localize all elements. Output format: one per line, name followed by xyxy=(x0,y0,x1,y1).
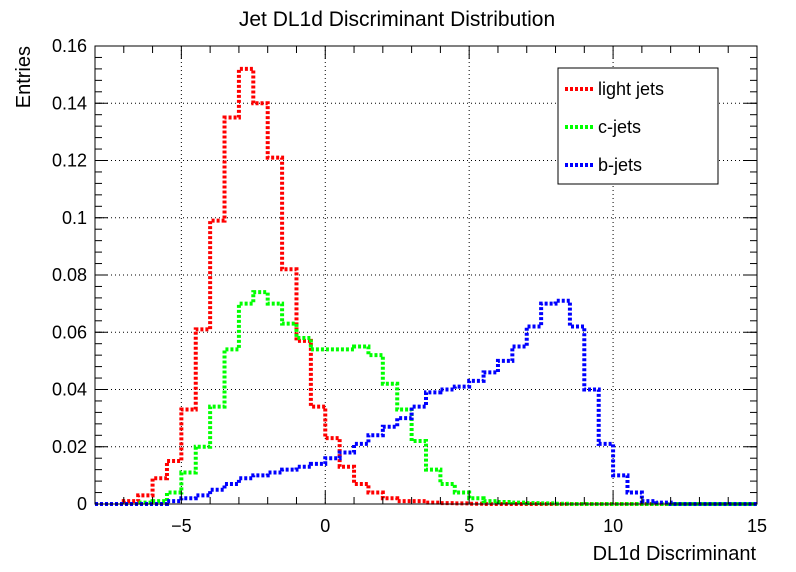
y-tick-label: 0.04 xyxy=(52,380,87,400)
y-tick-label: 0.14 xyxy=(52,93,87,113)
x-tick-label: 10 xyxy=(603,516,623,536)
legend-label: c-jets xyxy=(598,117,641,137)
legend: light jets c-jets b-jets xyxy=(557,67,719,185)
legend-box xyxy=(557,67,719,185)
legend-label: light jets xyxy=(598,79,664,99)
y-tick-label: 0.16 xyxy=(52,36,87,56)
axis-ticks: −5 0 5 10 15 0 0.02 0.04 0.06 0.08 0.1 0.12 0.14 0.16 xyxy=(52,36,767,536)
y-tick-label: 0.08 xyxy=(52,265,87,285)
series-line-b-jets xyxy=(95,298,757,506)
x-tick-label: 5 xyxy=(464,516,474,536)
y-tick-label: 0.1 xyxy=(62,208,87,228)
x-tick-label: 0 xyxy=(320,516,330,536)
y-axis-title: Entries xyxy=(13,46,35,108)
y-tick-label: 0.06 xyxy=(52,322,87,342)
legend-label: b-jets xyxy=(598,155,642,175)
y-tick-label: 0 xyxy=(77,494,87,514)
y-tick-label: 0.12 xyxy=(52,151,87,171)
legend-items: light jets c-jets b-jets xyxy=(565,79,664,175)
chart-title: Jet DL1d Discriminant Distribution xyxy=(239,8,555,31)
x-axis-title: DL1d Discriminant xyxy=(593,543,757,565)
x-tick-label: −5 xyxy=(171,516,192,536)
y-tick-label: 0.02 xyxy=(52,437,87,457)
x-tick-label: 15 xyxy=(747,516,767,536)
